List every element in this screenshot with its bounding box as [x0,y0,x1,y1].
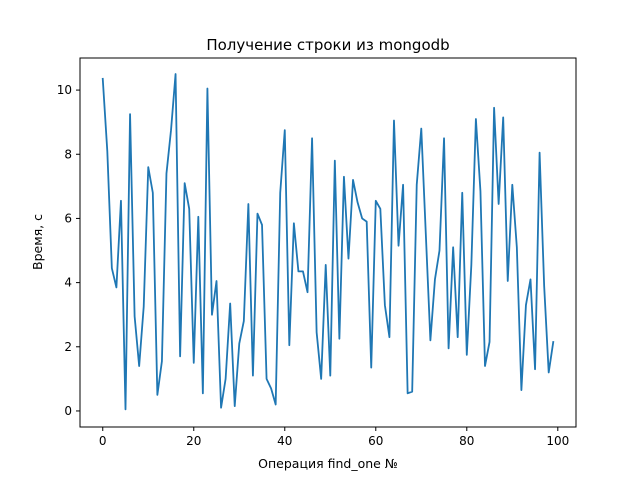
y-tick-label: 2 [64,340,72,354]
y-tick-label: 10 [57,83,72,97]
y-tick-label: 8 [64,147,72,161]
x-tick-label: 60 [368,434,383,448]
y-tick-label: 4 [64,276,72,290]
x-tick-label: 0 [99,434,107,448]
y-tick-label: 0 [64,404,72,418]
chart-title: Получение строки из mongodb [206,36,449,54]
x-tick-label: 100 [546,434,569,448]
x-axis-label: Операция find_one № [258,456,398,471]
axes-frame [79,57,577,428]
y-tick-label: 6 [64,211,72,225]
x-tick-label: 20 [186,434,201,448]
x-tick-label: 40 [277,434,292,448]
series-line-0 [101,73,555,411]
y-axis-label: Время, с [30,214,45,270]
x-tick-label: 80 [459,434,474,448]
plot-area [101,73,555,411]
axis-ticks: 0 20 40 60 80 100 0 2 4 6 8 10 [57,83,570,448]
